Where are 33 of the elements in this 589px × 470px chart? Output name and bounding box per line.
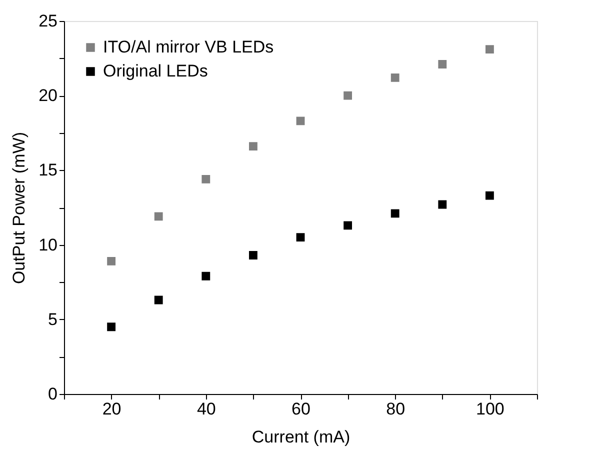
point — [438, 200, 447, 209]
point — [390, 209, 400, 218]
point — [344, 221, 352, 230]
point — [154, 296, 163, 304]
x-axis-title: Current (mA) — [252, 428, 350, 446]
point — [485, 45, 494, 54]
y-tick-label: 20 — [38, 86, 58, 106]
point — [438, 60, 447, 68]
y-tick-label: 5 — [48, 310, 58, 329]
legend-label: ITO/Al mirror VB LEDs — [103, 38, 274, 56]
y-tick-label: 10 — [38, 235, 58, 254]
x-tick-label: 20 — [102, 400, 122, 418]
point — [248, 251, 258, 260]
point — [344, 91, 352, 100]
point — [202, 272, 210, 280]
point — [202, 174, 210, 184]
y-axis-title: OutPut Power (mW) — [10, 132, 29, 284]
point — [107, 257, 116, 266]
x-tick-label: 100 — [476, 400, 504, 418]
x-tick-label: 60 — [292, 400, 310, 418]
x-tick-label: 40 — [196, 400, 216, 418]
point — [248, 142, 258, 151]
point — [296, 233, 305, 242]
y-tick-label: 15 — [38, 160, 58, 180]
point — [154, 212, 163, 221]
point — [390, 73, 400, 82]
legend-label: Original LEDs — [103, 62, 208, 80]
point — [485, 191, 494, 200]
point — [296, 116, 305, 126]
point — [107, 322, 116, 332]
y-tick-label: 0 — [48, 384, 58, 404]
x-tick-label: 80 — [386, 400, 406, 418]
y-tick-label: 25 — [38, 12, 58, 30]
